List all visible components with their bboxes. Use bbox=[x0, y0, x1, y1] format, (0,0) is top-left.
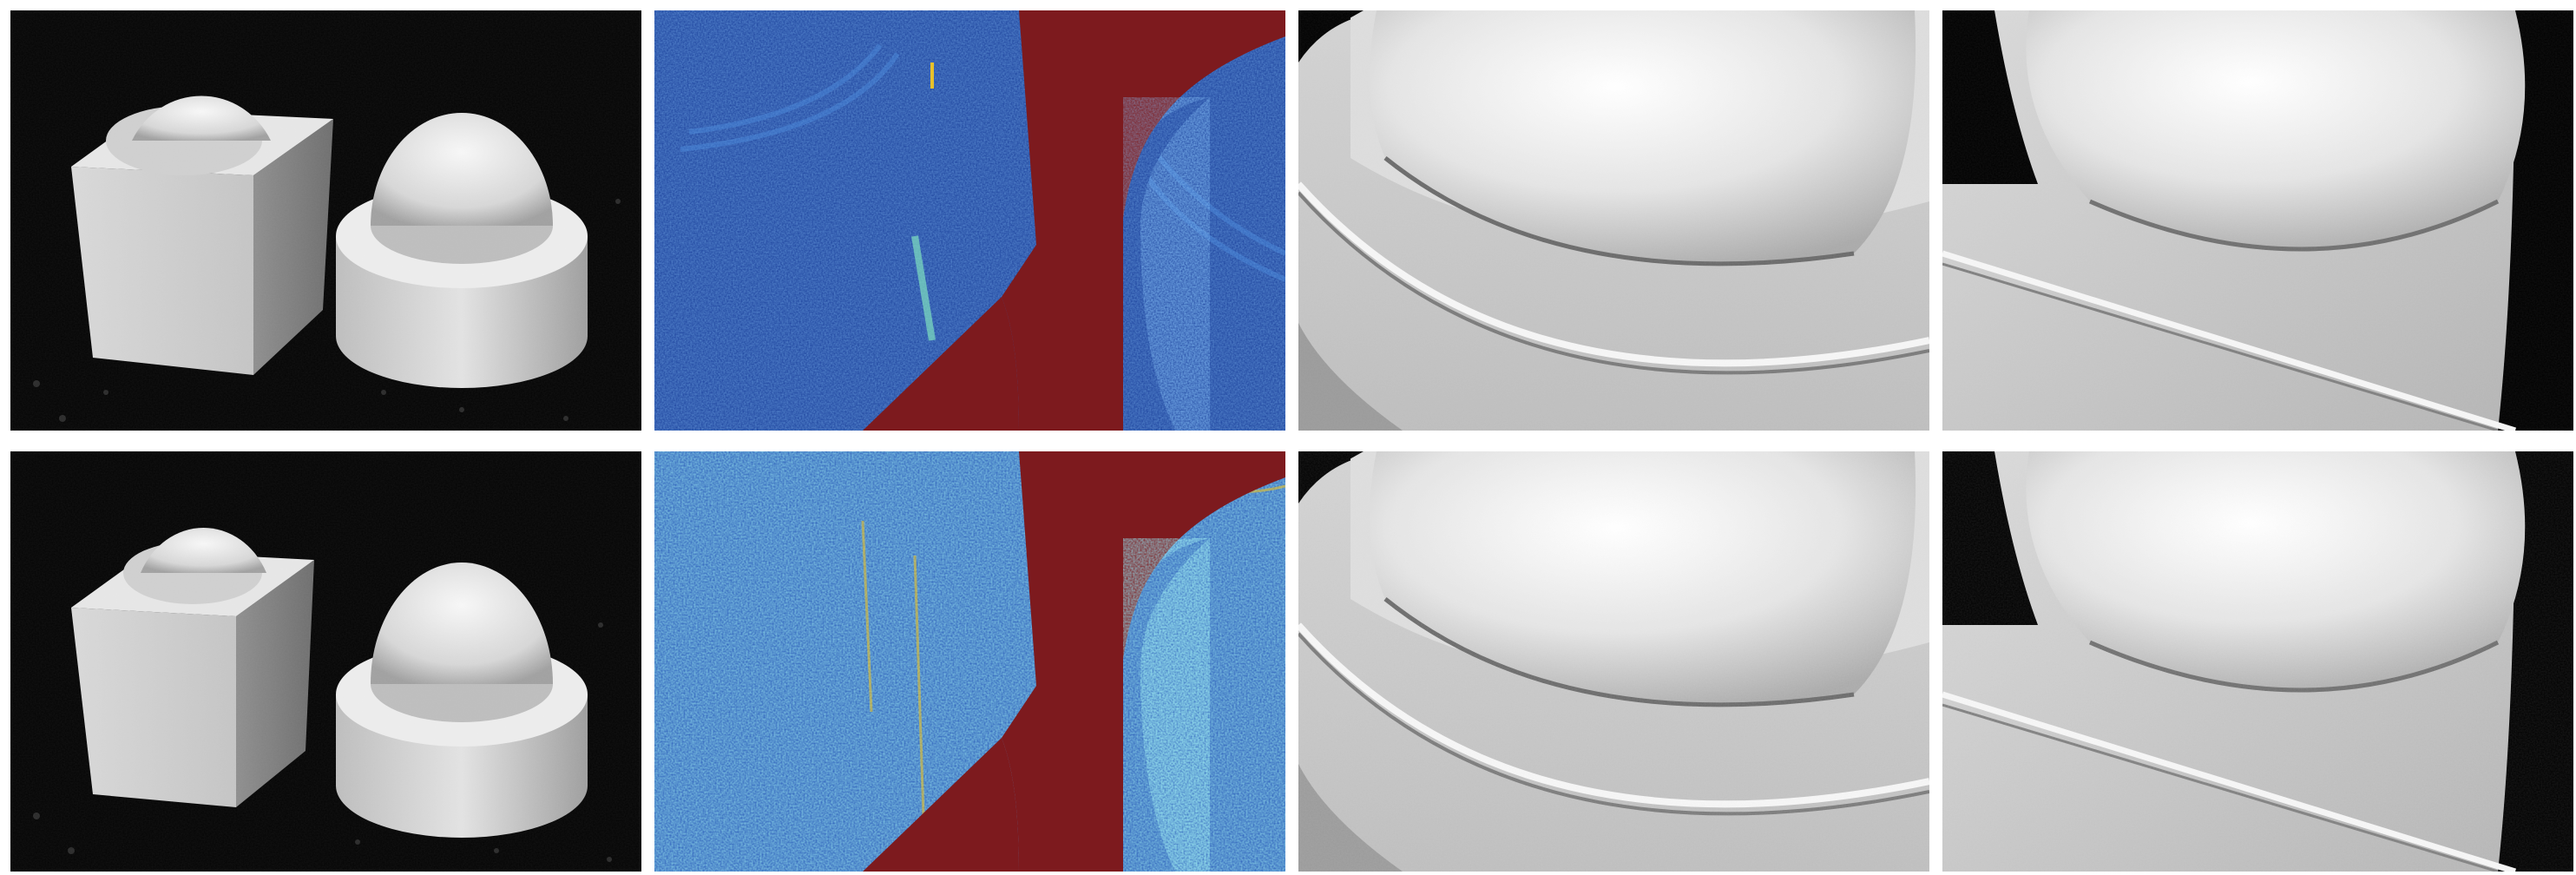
error-map bbox=[654, 10, 1285, 431]
cube-edge-reconstruction bbox=[1942, 10, 2573, 431]
photo-panel-row1 bbox=[10, 10, 641, 431]
reconstruction-hemisphere-panel-row2 bbox=[1298, 451, 1929, 872]
error-map bbox=[654, 451, 1285, 872]
error-map-panel-row1 bbox=[654, 10, 1285, 431]
cube-edge-reconstruction bbox=[1942, 451, 2573, 872]
reconstruction-hemisphere-panel-row1 bbox=[1298, 10, 1929, 431]
photo-scene bbox=[10, 451, 641, 872]
hemisphere-reconstruction bbox=[1298, 10, 1929, 431]
photo-panel-row2 bbox=[10, 451, 641, 872]
photo-scene bbox=[10, 10, 641, 431]
reconstruction-cube-edge-panel-row1 bbox=[1942, 10, 2573, 431]
reconstruction-cube-edge-panel-row2 bbox=[1942, 451, 2573, 872]
error-map-panel-row2 bbox=[654, 451, 1285, 872]
hemisphere-reconstruction bbox=[1298, 451, 1929, 872]
